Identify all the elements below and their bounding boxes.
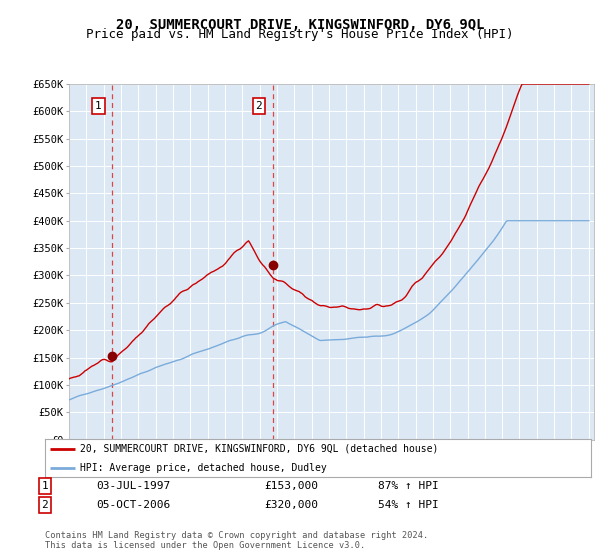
Text: 05-OCT-2006: 05-OCT-2006	[96, 500, 170, 510]
Text: Price paid vs. HM Land Registry's House Price Index (HPI): Price paid vs. HM Land Registry's House …	[86, 28, 514, 41]
Text: 20, SUMMERCOURT DRIVE, KINGSWINFORD, DY6 9QL: 20, SUMMERCOURT DRIVE, KINGSWINFORD, DY6…	[116, 18, 484, 32]
Text: £153,000: £153,000	[264, 481, 318, 491]
Text: £320,000: £320,000	[264, 500, 318, 510]
Text: 54% ↑ HPI: 54% ↑ HPI	[378, 500, 439, 510]
Text: HPI: Average price, detached house, Dudley: HPI: Average price, detached house, Dudl…	[80, 463, 327, 473]
Text: 20, SUMMERCOURT DRIVE, KINGSWINFORD, DY6 9QL (detached house): 20, SUMMERCOURT DRIVE, KINGSWINFORD, DY6…	[80, 444, 439, 454]
Text: 1: 1	[95, 101, 102, 111]
Text: 2: 2	[256, 101, 262, 111]
Text: 1: 1	[41, 481, 49, 491]
Text: 87% ↑ HPI: 87% ↑ HPI	[378, 481, 439, 491]
Text: This data is licensed under the Open Government Licence v3.0.: This data is licensed under the Open Gov…	[45, 541, 365, 550]
Text: 2: 2	[41, 500, 49, 510]
Text: 03-JUL-1997: 03-JUL-1997	[96, 481, 170, 491]
Text: Contains HM Land Registry data © Crown copyright and database right 2024.: Contains HM Land Registry data © Crown c…	[45, 531, 428, 540]
